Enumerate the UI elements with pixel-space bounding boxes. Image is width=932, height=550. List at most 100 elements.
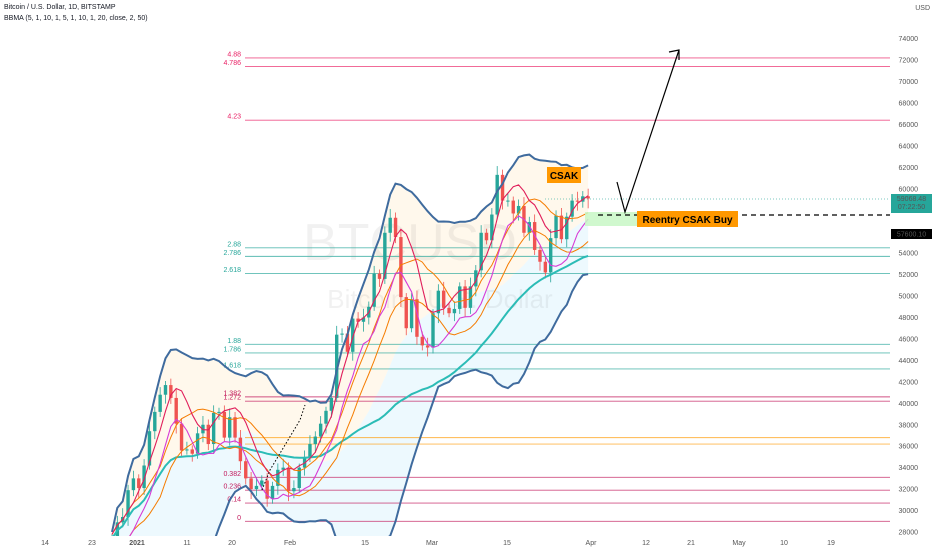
arrow-head-icon [668, 49, 680, 60]
time-tick-label: 21 [687, 540, 695, 547]
candle-body [436, 290, 441, 314]
symbol-watermark: BTCUSD Bitcoin / U.S. Dollar [303, 214, 553, 314]
candle-body [351, 318, 355, 352]
price-tick-label: 40000 [899, 401, 919, 408]
candle-body [217, 411, 221, 413]
fib-level-label: 0.382 [223, 471, 241, 478]
current-price-badge [891, 194, 932, 213]
price-axis[interactable] [890, 0, 932, 550]
fib-level-label: 2.786 [223, 250, 241, 257]
price-tick-label: 74000 [899, 36, 919, 43]
time-tick-label: 19 [827, 540, 835, 547]
candle-body [559, 215, 564, 240]
candle-body [340, 333, 344, 335]
candle-body [244, 461, 248, 479]
price-tick-label: 54000 [899, 251, 919, 258]
price-tick-label: 38000 [899, 422, 919, 429]
candle-body [404, 297, 408, 329]
time-tick-label: Apr [586, 540, 598, 547]
marker-price-badge [891, 229, 932, 239]
fib-level-label: 2.618 [223, 267, 241, 274]
time-tick-label: 14 [41, 540, 49, 547]
candle-body [372, 273, 376, 307]
candle-body [549, 238, 553, 273]
candle-body [195, 433, 200, 454]
csak-label: CSAK [550, 171, 579, 182]
fib-level-label: 2.88 [227, 241, 241, 248]
ma50-line [111, 254, 589, 539]
candle-body [543, 261, 548, 273]
candle-body [479, 232, 483, 271]
candle-body [447, 307, 451, 314]
candle-body [185, 449, 189, 451]
candle-body [270, 485, 275, 499]
candle-body [265, 480, 269, 499]
candle-body [452, 308, 457, 314]
price-tick-label: 62000 [899, 165, 919, 172]
candle-body [356, 318, 360, 322]
candle-body [554, 215, 558, 239]
candle-body [420, 336, 424, 346]
candle-body [174, 397, 178, 424]
time-tick-label: 10 [780, 540, 788, 547]
price-tick-label: 52000 [899, 272, 919, 279]
price-tick-label: 68000 [899, 101, 919, 108]
candle-body [415, 299, 419, 337]
candle-body [302, 456, 307, 468]
candle-body [409, 299, 414, 329]
fib-level-label: 4.786 [223, 60, 241, 67]
fib-level-label: 0.236 [223, 484, 241, 491]
time-tick-label: 23 [88, 540, 96, 547]
dotted-trend-arrow [261, 404, 306, 491]
symbol-title: Bitcoin / U.S. Dollar, 1D, BITSTAMP [4, 4, 116, 11]
candle-body [254, 485, 259, 490]
price-tick-label: 48000 [899, 315, 919, 322]
candle-body [511, 200, 515, 214]
candle-body [335, 334, 339, 398]
candle-body [538, 249, 542, 262]
candle-body [238, 437, 243, 462]
candle-body [211, 412, 216, 445]
fib-level-label: 1.786 [223, 346, 241, 353]
watermark-name: Bitcoin / U.S. Dollar [327, 284, 553, 314]
time-tick-label: 20 [228, 540, 236, 547]
candle-body [228, 417, 232, 438]
time-tick-label: 15 [361, 540, 369, 547]
candle-body [142, 465, 146, 489]
price-tick-label: 60000 [899, 186, 919, 193]
candle-body [377, 273, 382, 279]
candle-body [286, 467, 291, 492]
candle-body [468, 286, 473, 308]
candle-body [147, 431, 152, 466]
candle-body [490, 214, 494, 241]
candle-body [570, 200, 574, 217]
candle-body [131, 478, 136, 491]
fib-level-label: 1.382 [223, 390, 241, 397]
time-axis[interactable] [0, 536, 932, 550]
fib-level-label: 1.272 [223, 395, 241, 402]
fib-level-label: 0 [237, 515, 241, 522]
price-tick-label: 64000 [899, 143, 919, 150]
time-tick-label: 2021 [129, 540, 145, 547]
price-axis-unit: USD [915, 5, 930, 12]
reentry-tag [637, 211, 738, 227]
candle-body [308, 444, 312, 457]
candle-body [137, 478, 141, 489]
candle-body [179, 423, 184, 451]
bollinger-upper-line [111, 153, 589, 533]
reentry-label: Reentry CSAK Buy [642, 215, 732, 226]
candle-body [206, 424, 210, 445]
candle-body [292, 488, 296, 492]
candle-body [388, 217, 392, 233]
indicator-legend: BBMA (5, 1, 10, 1, 5, 1, 10, 1, 20, clos… [4, 15, 148, 22]
time-tick-label: 11 [183, 540, 190, 547]
time-tick-label: May [732, 540, 746, 547]
candle-body [260, 480, 264, 486]
candle-body [516, 205, 521, 214]
csak-tag [547, 167, 581, 183]
bar-countdown: 07:22:50 [898, 204, 925, 211]
fib-level-label: 1.88 [227, 338, 241, 345]
price-tick-label: 44000 [899, 358, 919, 365]
time-tick-label: 15 [503, 540, 511, 547]
